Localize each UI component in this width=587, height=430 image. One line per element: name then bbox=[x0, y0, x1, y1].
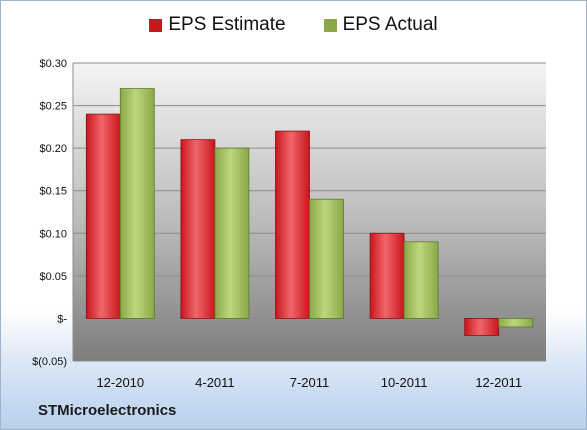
y-tick-label: $0.20 bbox=[39, 143, 67, 155]
bar-eps-estimate bbox=[275, 130, 310, 319]
y-tick-label: $0.25 bbox=[39, 101, 67, 113]
legend-swatch-estimate bbox=[149, 18, 163, 32]
chart-legend: EPS Estimate EPS Actual bbox=[1, 14, 586, 36]
y-tick-label: $0.30 bbox=[39, 58, 67, 70]
x-tick-label: 10-2011 bbox=[381, 375, 428, 390]
legend-item-estimate: EPS Estimate bbox=[149, 14, 286, 36]
legend-item-actual: EPS Actual bbox=[323, 14, 438, 36]
bar-eps-actual bbox=[403, 241, 439, 319]
legend-swatch-actual bbox=[323, 18, 337, 32]
y-tick-label: $- bbox=[57, 313, 67, 325]
x-tick-label: 12-2011 bbox=[475, 375, 522, 390]
legend-label-actual: EPS Actual bbox=[342, 14, 438, 35]
legend-label-estimate: EPS Estimate bbox=[168, 14, 286, 35]
bar-eps-estimate bbox=[180, 139, 216, 319]
bar-eps-actual bbox=[119, 88, 155, 319]
bar-eps-estimate bbox=[464, 318, 500, 336]
y-tick-label: $0.05 bbox=[39, 271, 67, 283]
y-tick-label: $0.15 bbox=[39, 186, 67, 198]
x-tick-label: 7-2011 bbox=[290, 375, 330, 390]
bar-eps-actual bbox=[498, 318, 534, 328]
company-label: STMicroelectronics bbox=[38, 402, 177, 419]
bar-eps-actual bbox=[309, 198, 344, 319]
bar-eps-actual bbox=[214, 147, 250, 319]
x-tick-label: 4-2011 bbox=[195, 375, 235, 390]
bar-eps-estimate bbox=[369, 232, 405, 319]
y-tick-label: $(0.05) bbox=[32, 356, 67, 368]
x-tick-label: 12-2010 bbox=[96, 375, 144, 390]
bar-eps-estimate bbox=[85, 113, 121, 319]
y-tick-label: $0.10 bbox=[39, 228, 67, 240]
